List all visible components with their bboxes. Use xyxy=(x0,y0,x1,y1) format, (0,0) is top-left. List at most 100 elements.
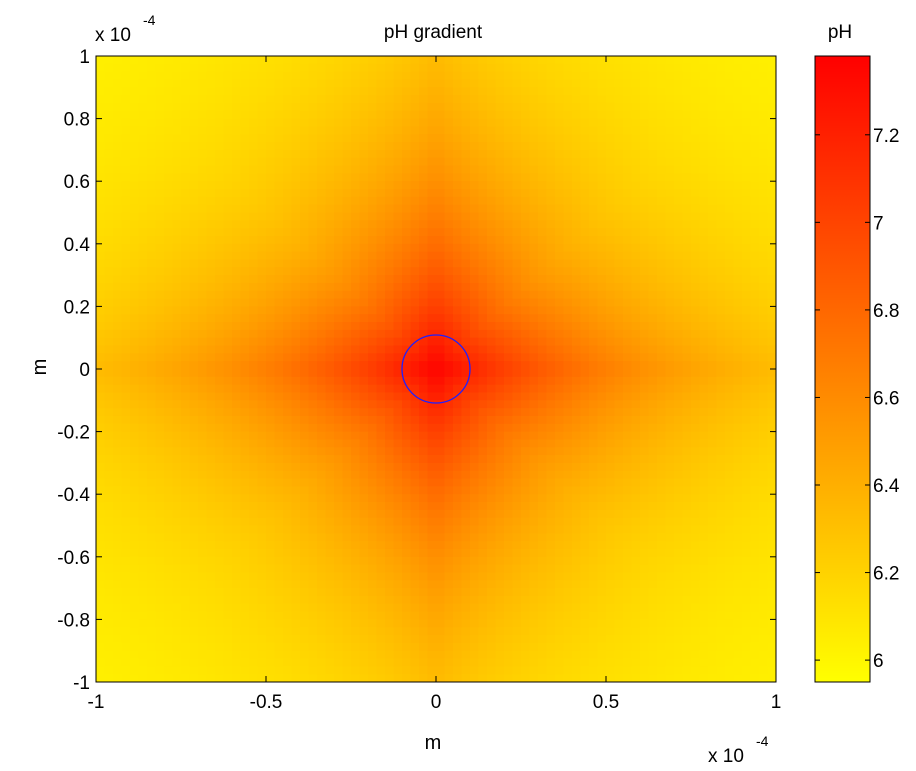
heatmap-cell xyxy=(342,541,352,550)
heatmap-cell xyxy=(521,478,531,487)
heatmap-cell xyxy=(495,541,505,550)
heatmap-cell xyxy=(402,259,412,268)
heatmap-cell xyxy=(206,181,216,190)
heatmap-cell xyxy=(359,87,369,96)
heatmap-cell xyxy=(351,588,361,597)
heatmap-cell xyxy=(147,204,157,214)
heatmap-cell xyxy=(521,322,531,331)
heatmap-cell xyxy=(249,415,259,425)
heatmap-cell xyxy=(504,439,514,448)
heatmap-cell xyxy=(189,572,199,581)
heatmap-cell xyxy=(606,189,616,198)
heatmap-cell xyxy=(257,298,267,308)
heatmap-cell xyxy=(249,353,259,362)
heatmap-cell xyxy=(249,408,259,417)
heatmap-cell xyxy=(563,572,573,581)
heatmap-cell xyxy=(385,494,395,503)
heatmap-cell xyxy=(164,345,174,354)
heatmap-cell xyxy=(215,306,225,315)
heatmap-cell xyxy=(206,259,216,268)
heatmap-cell xyxy=(385,509,395,519)
heatmap-cell xyxy=(470,423,480,433)
heatmap-cell xyxy=(521,204,531,214)
heatmap-cell xyxy=(300,71,310,81)
heatmap-cell xyxy=(266,548,276,558)
heatmap-cell xyxy=(283,110,293,120)
heatmap-cell xyxy=(419,290,429,300)
heatmap-cell xyxy=(385,627,395,636)
heatmap-cell xyxy=(487,595,497,605)
heatmap-cell xyxy=(317,556,327,566)
heatmap-cell xyxy=(614,259,624,268)
heatmap-cell xyxy=(368,462,378,472)
heatmap-cell xyxy=(597,212,607,221)
heatmap-cell xyxy=(215,134,225,143)
heatmap-cell xyxy=(181,494,191,503)
heatmap-cell xyxy=(614,439,624,448)
heatmap-cell xyxy=(538,619,548,628)
heatmap-cell xyxy=(121,392,131,401)
heatmap-cell xyxy=(444,235,454,245)
heatmap-cell xyxy=(521,447,531,456)
heatmap-cell xyxy=(512,149,522,159)
heatmap-cell xyxy=(478,509,488,519)
heatmap-cell xyxy=(181,71,191,81)
heatmap-cell xyxy=(334,423,344,433)
heatmap-cell xyxy=(410,196,420,206)
heatmap-cell xyxy=(325,635,335,644)
heatmap-cell xyxy=(300,87,310,96)
heatmap-cell xyxy=(257,282,267,292)
heatmap-cell xyxy=(283,619,293,628)
heatmap-cell xyxy=(130,564,140,574)
heatmap-cell xyxy=(512,533,522,542)
heatmap-cell xyxy=(410,376,420,386)
heatmap-cell xyxy=(436,666,446,675)
heatmap-cell xyxy=(206,212,216,221)
heatmap-cell xyxy=(121,470,131,480)
heatmap-cell xyxy=(164,95,174,104)
heatmap-cell xyxy=(249,635,259,644)
heatmap-cell xyxy=(164,486,174,495)
heatmap-cell xyxy=(419,580,429,589)
heatmap-cell xyxy=(444,149,454,159)
heatmap-cell xyxy=(563,267,573,276)
heatmap-cell xyxy=(130,556,140,566)
heatmap-cell xyxy=(461,564,471,574)
heatmap-cell xyxy=(300,494,310,503)
heatmap-cell xyxy=(470,235,480,245)
heatmap-cell xyxy=(317,345,327,354)
heatmap-cell xyxy=(589,556,599,566)
heatmap-cell xyxy=(580,87,590,96)
heatmap-cell xyxy=(240,548,250,558)
heatmap-cell xyxy=(580,376,590,386)
heatmap-cell xyxy=(334,478,344,487)
heatmap-cell xyxy=(478,627,488,636)
heatmap-cell xyxy=(325,494,335,503)
heatmap-cell xyxy=(274,502,284,511)
heatmap-cell xyxy=(104,196,114,206)
heatmap-cell xyxy=(402,369,412,378)
heatmap-cell xyxy=(342,251,352,261)
heatmap-cell xyxy=(563,157,573,167)
heatmap-cell xyxy=(291,102,301,112)
heatmap-cell xyxy=(512,408,522,417)
heatmap-cell xyxy=(461,470,471,480)
heatmap-cell xyxy=(453,509,463,519)
heatmap-cell xyxy=(589,220,599,229)
heatmap-cell xyxy=(555,533,565,542)
heatmap-cell xyxy=(402,345,412,354)
heatmap-cell xyxy=(521,635,531,644)
heatmap-cell xyxy=(240,306,250,315)
heatmap-cell xyxy=(436,588,446,597)
heatmap-cell xyxy=(257,588,267,597)
heatmap-cell xyxy=(232,455,242,464)
heatmap-cell xyxy=(487,423,497,433)
heatmap-cell xyxy=(351,79,361,88)
heatmap-cell xyxy=(563,564,573,574)
heatmap-cell xyxy=(580,345,590,354)
heatmap-cell xyxy=(470,282,480,292)
heatmap-cell xyxy=(121,588,131,597)
heatmap-cell xyxy=(351,181,361,190)
heatmap-cell xyxy=(402,118,412,128)
heatmap-cell xyxy=(325,392,335,401)
